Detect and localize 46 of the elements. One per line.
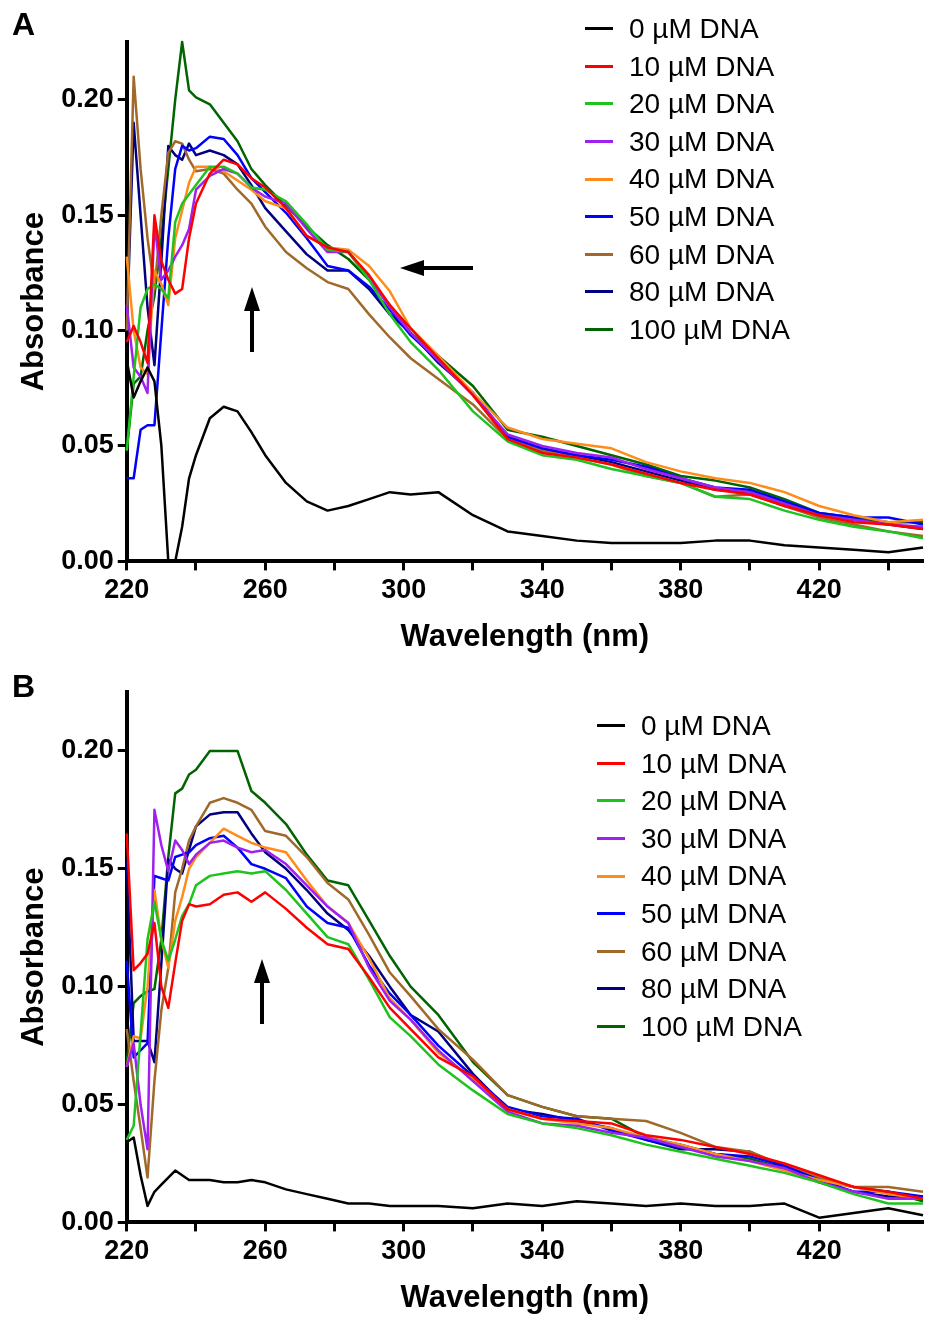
y-tick-label: 0.00 [61, 1205, 114, 1236]
legend-label: 80 µM DNA [629, 275, 775, 310]
chart-title: A [12, 6, 36, 42]
y-axis-title: Absorbance [15, 867, 51, 1047]
x-tick-label: 260 [242, 574, 288, 605]
legend-label: 40 µM DNA [641, 859, 787, 894]
x-axis-title: Wavelength (nm) [400, 1278, 650, 1314]
legend-label: 60 µM DNA [629, 237, 775, 272]
x-tick-label: 420 [796, 574, 842, 605]
y-tick-label: 0.20 [61, 734, 114, 765]
y-tick-label: 0.05 [61, 1087, 114, 1118]
x-tick-label: 420 [796, 1235, 842, 1266]
y-tick-label: 0.15 [61, 198, 114, 229]
y-axis-title: Absorbance [15, 212, 51, 392]
legend-label: 20 µM DNA [641, 784, 787, 819]
x-tick-label: 300 [381, 1235, 427, 1266]
legend-label: 40 µM DNA [629, 162, 775, 197]
legend-label: 60 µM DNA [641, 934, 787, 969]
x-tick-label: 380 [658, 574, 704, 605]
y-tick-label: 0.20 [61, 83, 114, 114]
legend-label: 10 µM DNA [629, 49, 775, 84]
x-tick-label: 220 [104, 1235, 150, 1266]
y-tick-label: 0.10 [61, 970, 114, 1001]
x-tick-label: 340 [519, 1235, 565, 1266]
legend-label: 50 µM DNA [629, 199, 775, 234]
y-tick-label: 0.05 [61, 429, 114, 460]
legend-label: 10 µM DNA [641, 746, 787, 781]
x-tick-label: 220 [104, 574, 150, 605]
x-tick-label: 260 [242, 1235, 288, 1266]
legend-label: 80 µM DNA [641, 972, 787, 1007]
chart-title: B [12, 668, 36, 704]
legend-label: 30 µM DNA [629, 124, 775, 159]
legend-label: 100 µM DNA [641, 1009, 802, 1044]
legend-label: 20 µM DNA [629, 87, 775, 122]
legend-label: 0 µM DNA [641, 709, 771, 743]
y-tick-label: 0.15 [61, 852, 114, 883]
legend-label: 0 µM DNA [629, 12, 759, 46]
legend-label: 100 µM DNA [629, 312, 790, 347]
legend-label: 30 µM DNA [641, 821, 787, 856]
x-tick-label: 340 [519, 574, 565, 605]
x-tick-label: 300 [381, 574, 427, 605]
y-tick-label: 0.10 [61, 314, 114, 345]
legend-label: 50 µM DNA [641, 896, 787, 931]
x-axis-title: Wavelength (nm) [400, 617, 650, 653]
x-tick-label: 380 [658, 1235, 704, 1266]
y-tick-label: 0.00 [61, 544, 114, 575]
